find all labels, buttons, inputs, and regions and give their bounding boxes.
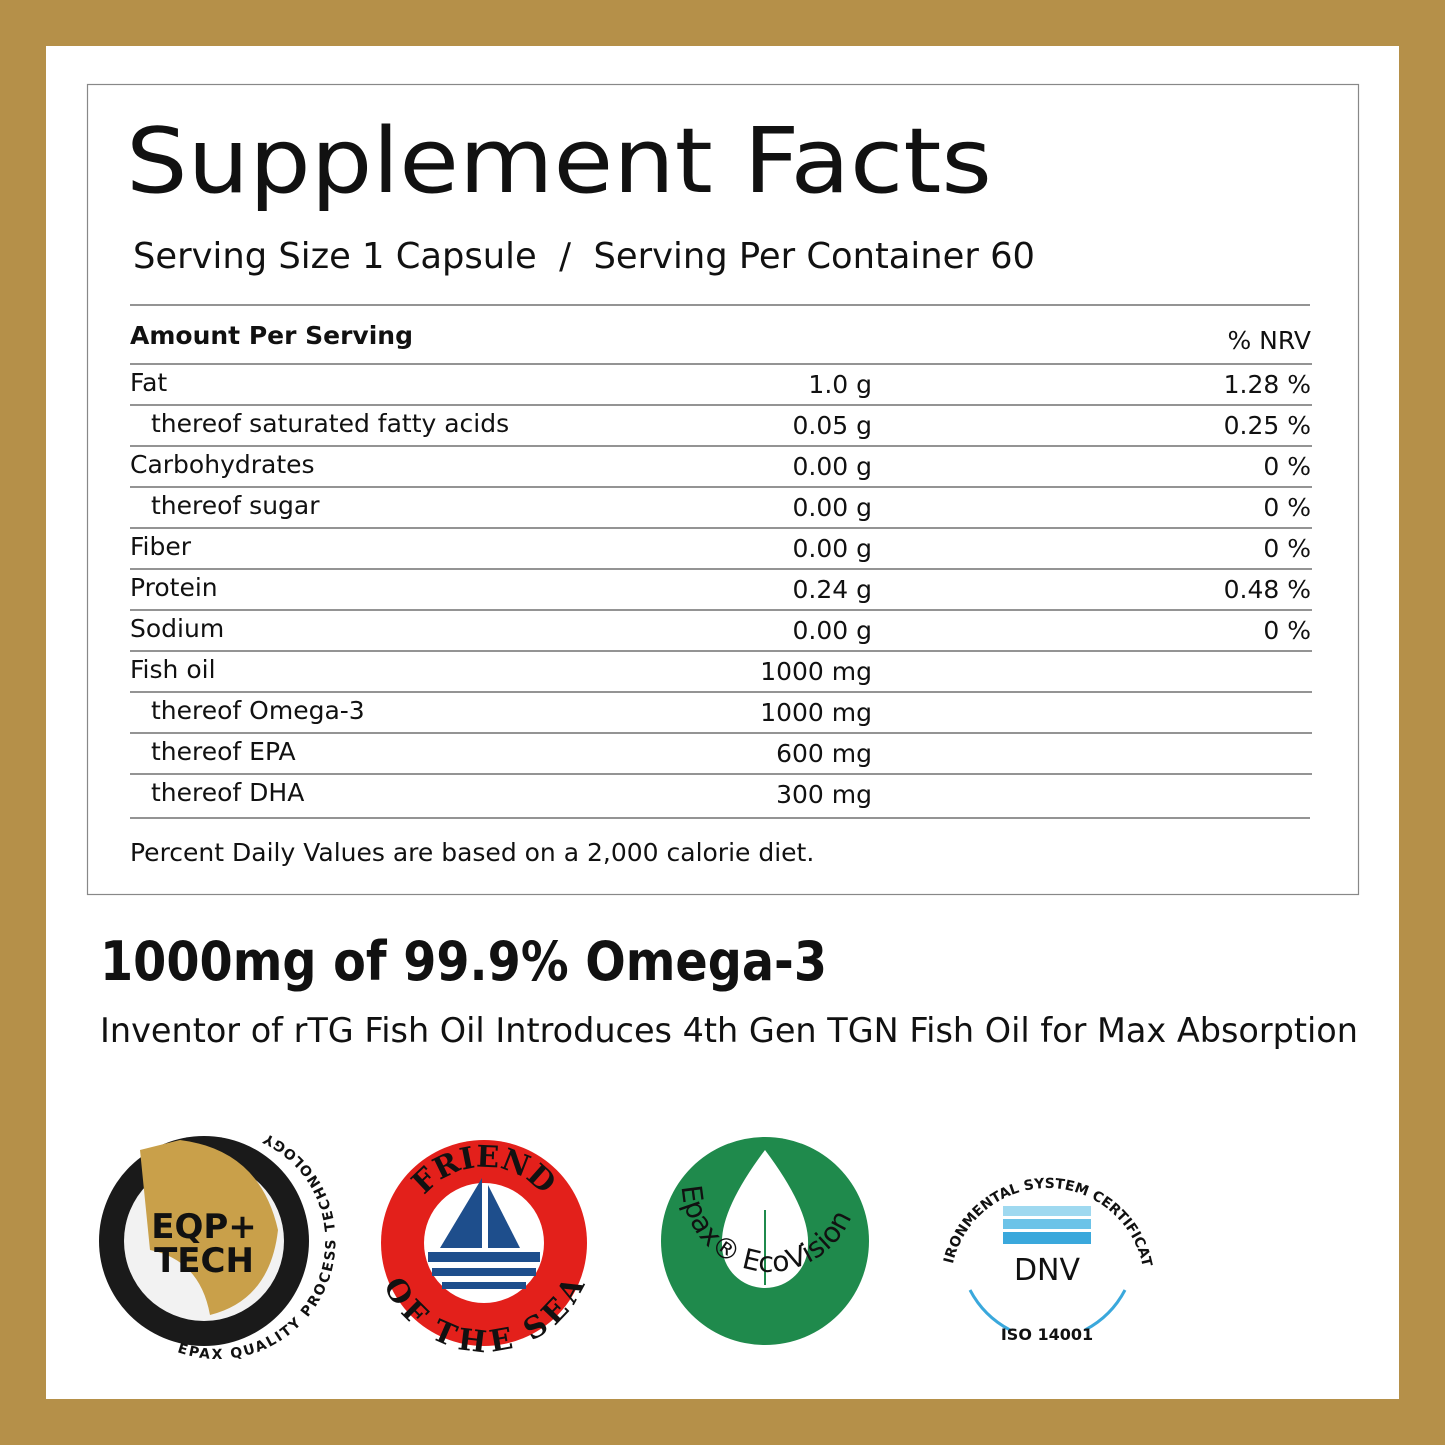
nutrient-name: Fat: [130, 368, 167, 397]
badge-text: DNV: [1014, 1253, 1081, 1288]
nutrient-name: Carbohydrates: [130, 450, 315, 479]
nutrient-amount: 300 mg: [776, 780, 872, 809]
nutrient-amount: 0.24 g: [793, 575, 872, 604]
nutrient-amount: 600 mg: [776, 739, 872, 768]
nutrient-name: Sodium: [130, 614, 224, 643]
nutrient-nrv: 0.48 %: [1224, 575, 1311, 604]
badge-ecovision: Epax® EcoVision: [661, 1137, 869, 1345]
facts-title: Supplement Facts: [126, 109, 992, 214]
badge-friend-of-the-sea: FRIEND OF THE SEA: [376, 1140, 592, 1361]
nutrient-nrv: 0 %: [1263, 616, 1311, 645]
nutrient-name: Protein: [130, 573, 218, 602]
table-rows: Fat 1.0 g 1.28 % thereof saturated fatty ac…: [130, 368, 1312, 809]
nutrient-amount: 1000 mg: [760, 698, 872, 727]
nutrient-nrv: 0 %: [1263, 534, 1311, 563]
nutrient-name: thereof Omega-3: [151, 696, 365, 725]
nutrient-nrv: 0 %: [1263, 493, 1311, 522]
facts-box: [86, 83, 1360, 896]
badge-text: EQP+: [151, 1207, 257, 1247]
nutrient-name: thereof EPA: [151, 737, 296, 766]
column-header: % NRV: [1227, 326, 1311, 355]
nutrient-amount: 0.00 g: [793, 493, 872, 522]
nutrient-amount: 1.0 g: [808, 370, 872, 399]
nutrient-name: thereof saturated fatty acids: [151, 409, 509, 438]
nutrient-nrv: 0.25 %: [1224, 411, 1311, 440]
footnote: Percent Daily Values are based on a 2,00…: [130, 838, 814, 867]
nutrient-amount: 0.05 g: [793, 411, 872, 440]
nutrient-nrv: 1.28 %: [1224, 370, 1311, 399]
column-header: Amount Per Serving: [130, 321, 413, 350]
nutrient-amount: 0.00 g: [793, 534, 872, 563]
serving-info: Serving Size 1 Capsule / Serving Per Con…: [133, 236, 1035, 277]
headline: 1000mg of 99.9% Omega-3: [100, 930, 827, 993]
nutrient-amount: 0.00 g: [793, 616, 872, 645]
nutrient-amount: 0.00 g: [793, 452, 872, 481]
badge-text: TECH: [154, 1241, 254, 1281]
nutrient-nrv: 0 %: [1263, 452, 1311, 481]
tagline: Inventor of rTG Fish Oil Introduces 4th …: [100, 1011, 1358, 1051]
nutrient-amount: 1000 mg: [760, 657, 872, 686]
nutrient-name: thereof sugar: [151, 491, 320, 520]
badge-text: ISO 14001: [1001, 1325, 1093, 1344]
nutrient-name: Fiber: [130, 532, 192, 561]
nutrient-name: Fish oil: [130, 655, 216, 684]
badge-epax: EPAX QUALITY PROCESS TECHNOLOGY EQP+ TEC…: [99, 1129, 338, 1363]
nutrient-name: thereof DHA: [151, 778, 304, 807]
